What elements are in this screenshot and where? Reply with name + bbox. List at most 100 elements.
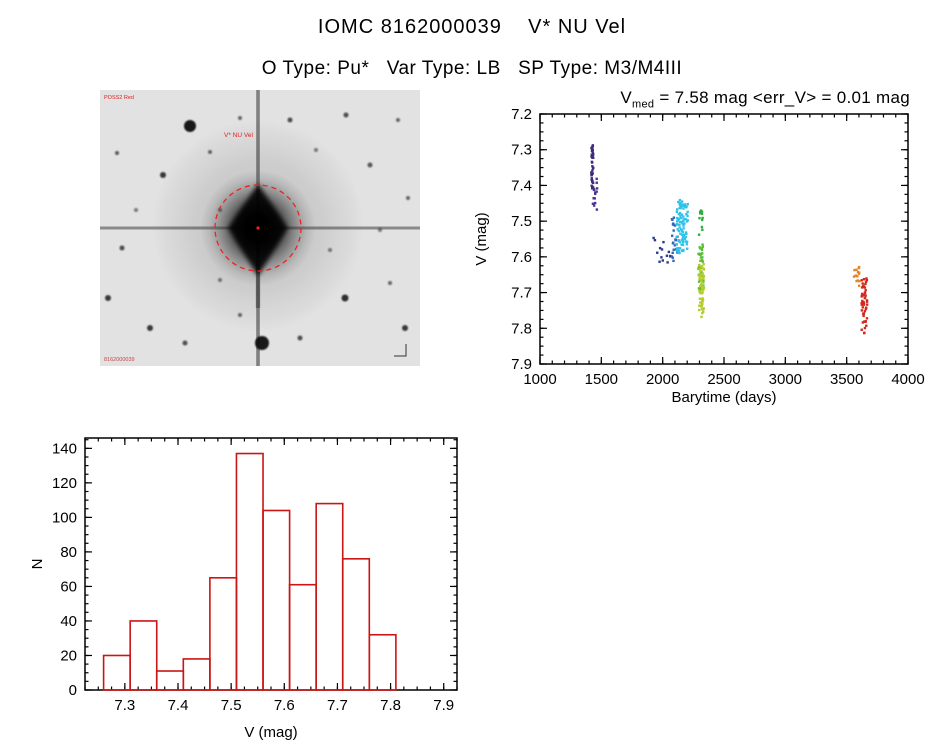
series-epoch-3	[652, 236, 672, 264]
scatter-y-axis-label: V (mag)	[473, 212, 490, 265]
histogram-svg: 7.3 7.4 7.5 7.6 7.7 7.8 7.9 0 20 40 60 80 100 120 140 V…	[30, 437, 458, 741]
histogram-bar	[341, 558, 371, 691]
field-star	[238, 313, 242, 317]
histogram-bar	[288, 583, 317, 691]
svg-text:120: 120	[52, 475, 77, 492]
svg-text:7.7: 7.7	[327, 697, 348, 714]
target-center-mark	[256, 226, 260, 230]
svg-text:7.2: 7.2	[511, 106, 532, 123]
svg-text:2000: 2000	[646, 371, 679, 388]
histogram-bar	[182, 658, 211, 691]
field-star	[115, 151, 119, 155]
histogram-bar	[209, 577, 238, 691]
data-points	[590, 144, 869, 335]
svg-text:7.4: 7.4	[511, 177, 532, 194]
svg-text:7.3: 7.3	[511, 142, 532, 159]
svg-text:1500: 1500	[585, 371, 618, 388]
scale-mark	[394, 344, 407, 357]
field-star	[287, 117, 293, 123]
histogram-bar	[235, 452, 264, 691]
svg-text:7.3: 7.3	[114, 697, 135, 714]
finder-labels: POSS2 Red V* NU Vel 8162000039	[104, 95, 253, 363]
finder-id-label: 8162000039	[104, 357, 135, 363]
series-epoch-10	[860, 277, 869, 335]
histogram-bar	[155, 670, 185, 691]
tick-labels: 1000 1500 2000 2500 3000 3500 4000 7.2 7.3 7.4 7.5…	[511, 106, 925, 388]
vmed-suffix: = 7.58 mag <err_V> = 0.01 mag	[654, 88, 910, 107]
field-stars	[105, 112, 410, 350]
finder-chart-image: POSS2 Red V* NU Vel 8162000039	[100, 90, 420, 366]
svg-text:1000: 1000	[523, 371, 556, 388]
svg-text:2500: 2500	[707, 371, 740, 388]
lightcurve-svg: 1000 1500 2000 2500 3000 3500 4000 7.2 7.3 7.4 7.5…	[473, 106, 925, 406]
field-star	[378, 228, 382, 232]
field-star	[134, 208, 138, 212]
svg-text:0: 0	[69, 682, 77, 699]
histogram-bar	[102, 654, 131, 691]
svg-text:60: 60	[60, 578, 77, 595]
histogram-bar	[129, 620, 158, 691]
series-epoch-5	[675, 198, 689, 255]
histogram-bar	[262, 509, 291, 691]
svg-text:7.5: 7.5	[221, 697, 242, 714]
field-star	[314, 148, 318, 152]
vmed-subscript: med	[632, 98, 655, 111]
field-star	[255, 336, 269, 350]
page-title: IOMC 8162000039 V* NU Vel	[317, 16, 627, 38]
svg-text:4000: 4000	[891, 371, 924, 388]
series-epoch-6	[697, 209, 704, 236]
finder-survey-label: POSS2 Red	[104, 95, 134, 101]
field-star	[119, 245, 125, 251]
svg-text:7.6: 7.6	[274, 697, 295, 714]
scatter-x-axis-label: Barytime (days)	[671, 389, 776, 406]
finder-target-label: V* NU Vel	[224, 132, 253, 139]
field-star	[105, 295, 111, 301]
field-star	[341, 294, 349, 302]
histogram-bar	[368, 633, 397, 691]
field-star	[367, 162, 373, 168]
field-star	[147, 325, 153, 331]
field-star	[160, 172, 166, 178]
svg-text:3500: 3500	[830, 371, 863, 388]
field-star	[182, 340, 188, 346]
svg-text:7.9: 7.9	[511, 356, 532, 373]
field-star	[402, 325, 408, 331]
field-star	[406, 196, 410, 200]
svg-text:7.7: 7.7	[511, 285, 532, 302]
field-star	[388, 281, 392, 285]
series-epoch-2	[591, 177, 599, 211]
svg-text:7.5: 7.5	[511, 213, 532, 230]
svg-text:140: 140	[52, 440, 77, 457]
vmed-prefix: V	[620, 88, 633, 107]
target-aperture-circle	[214, 184, 302, 272]
svg-text:7.8: 7.8	[511, 320, 532, 337]
svg-text:7.4: 7.4	[168, 697, 189, 714]
field-star	[238, 116, 242, 120]
series-epoch-4	[670, 216, 679, 263]
axes	[84, 437, 458, 691]
field-star	[328, 248, 332, 252]
svg-text:20: 20	[60, 647, 77, 664]
svg-text:100: 100	[52, 509, 77, 526]
field-star	[297, 335, 303, 341]
series-epoch-1	[590, 144, 595, 190]
svg-text:3000: 3000	[769, 371, 802, 388]
page-subtitle: O Type: Pu* Var Type: LB SP Type: M3/M4I…	[261, 58, 683, 79]
hist-x-axis-label: V (mag)	[244, 724, 297, 741]
field-star	[218, 278, 222, 282]
histogram-bars	[102, 452, 397, 691]
field-star	[343, 112, 349, 118]
field-star	[208, 150, 212, 154]
svg-text:7.6: 7.6	[511, 249, 532, 266]
svg-text:7.8: 7.8	[380, 697, 401, 714]
lightcurve-title: Vmed = 7.58 mag <err_V> = 0.01 mag	[468, 88, 910, 110]
field-star	[184, 120, 196, 132]
histogram-bar	[315, 502, 344, 691]
axes	[539, 113, 909, 365]
hist-y-axis-label: N	[30, 559, 46, 570]
svg-text:7.9: 7.9	[433, 697, 454, 714]
series-epoch-8	[697, 263, 706, 319]
finder-chart: POSS2 Red V* NU Vel 8162000039	[100, 90, 420, 366]
svg-text:80: 80	[60, 544, 77, 561]
